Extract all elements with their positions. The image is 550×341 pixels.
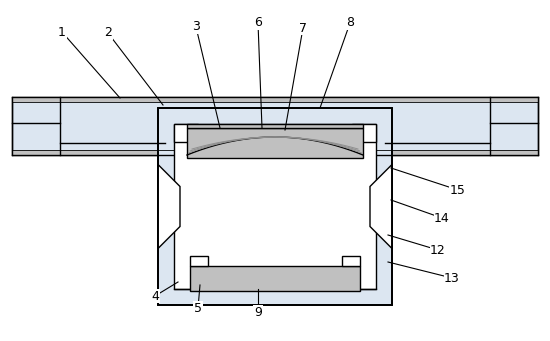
Text: 6: 6 xyxy=(254,16,262,30)
Bar xyxy=(190,266,360,291)
Polygon shape xyxy=(190,256,208,266)
Polygon shape xyxy=(158,164,180,249)
Bar xyxy=(12,97,538,102)
Bar xyxy=(12,97,538,155)
Bar xyxy=(187,124,363,128)
Text: 9: 9 xyxy=(254,306,262,318)
Text: 12: 12 xyxy=(430,243,446,256)
Bar xyxy=(174,124,376,289)
Text: 14: 14 xyxy=(434,211,450,224)
Text: 1: 1 xyxy=(58,26,66,39)
Text: 7: 7 xyxy=(299,21,307,34)
Bar xyxy=(158,108,392,305)
Polygon shape xyxy=(342,256,360,266)
Text: 5: 5 xyxy=(194,301,202,314)
Text: 13: 13 xyxy=(444,271,460,284)
Bar xyxy=(187,128,363,158)
Bar xyxy=(174,124,198,142)
Text: 4: 4 xyxy=(151,290,159,302)
Text: 3: 3 xyxy=(192,20,200,33)
Bar xyxy=(12,150,538,155)
Text: 8: 8 xyxy=(346,16,354,30)
Bar xyxy=(158,108,392,305)
Bar xyxy=(190,158,360,266)
Bar xyxy=(352,124,376,142)
Polygon shape xyxy=(370,164,392,249)
Text: 2: 2 xyxy=(104,27,112,40)
Text: 15: 15 xyxy=(450,183,466,196)
